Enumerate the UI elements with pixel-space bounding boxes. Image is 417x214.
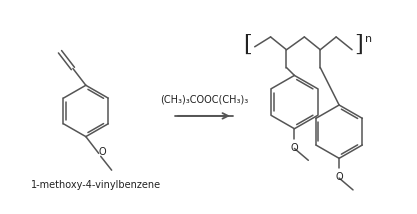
Text: [: [ — [244, 34, 252, 56]
Text: ]: ] — [354, 34, 363, 56]
Text: n: n — [365, 34, 372, 44]
Text: 1-methoxy-4-vinylbenzene: 1-methoxy-4-vinylbenzene — [31, 180, 161, 190]
Text: O: O — [291, 143, 298, 153]
Text: (CH₃)₃COOC(CH₃)₃: (CH₃)₃COOC(CH₃)₃ — [160, 94, 248, 104]
Text: O: O — [99, 147, 106, 158]
Text: O: O — [335, 172, 343, 182]
